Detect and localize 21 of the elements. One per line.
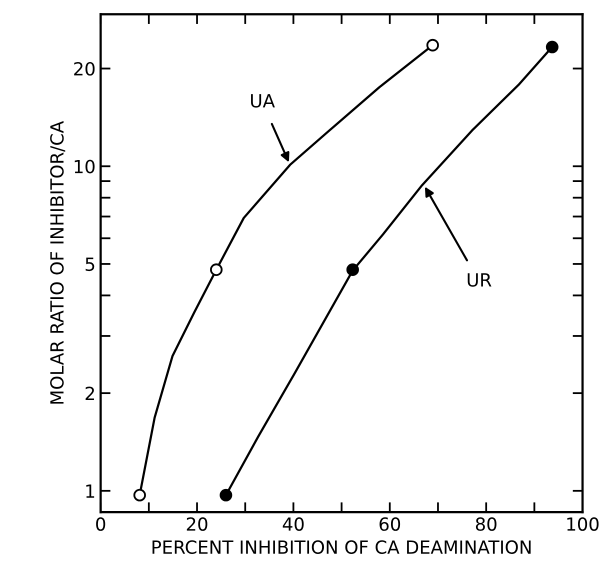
x-tick-label: 100	[567, 517, 599, 531]
point	[210, 263, 223, 276]
point	[546, 40, 558, 54]
point	[220, 488, 232, 502]
annotation: UR	[468, 273, 492, 287]
y-tick-label: 10	[74, 160, 95, 174]
x-tick-label: 20	[186, 517, 208, 531]
point	[426, 38, 439, 52]
point	[133, 488, 146, 502]
y-tick-label: 20	[74, 62, 95, 76]
y-tick-label: 2	[86, 386, 94, 400]
y-tick-label: 5	[86, 258, 94, 272]
y-tick-label: 1	[86, 484, 94, 498]
point	[346, 263, 359, 276]
x-tick-label: 80	[476, 517, 496, 531]
x-tick-label: 60	[380, 517, 400, 531]
x-tick-label: 40	[282, 517, 304, 531]
y-axis-title: MOLAR RATIO OF INHIBITOR/CA	[50, 121, 66, 404]
annotation: UA	[251, 94, 275, 108]
x-axis-title: PERCENT INHIBITION OF CA DEAMINATION	[152, 540, 531, 554]
x-tick-label: 0	[96, 517, 106, 531]
